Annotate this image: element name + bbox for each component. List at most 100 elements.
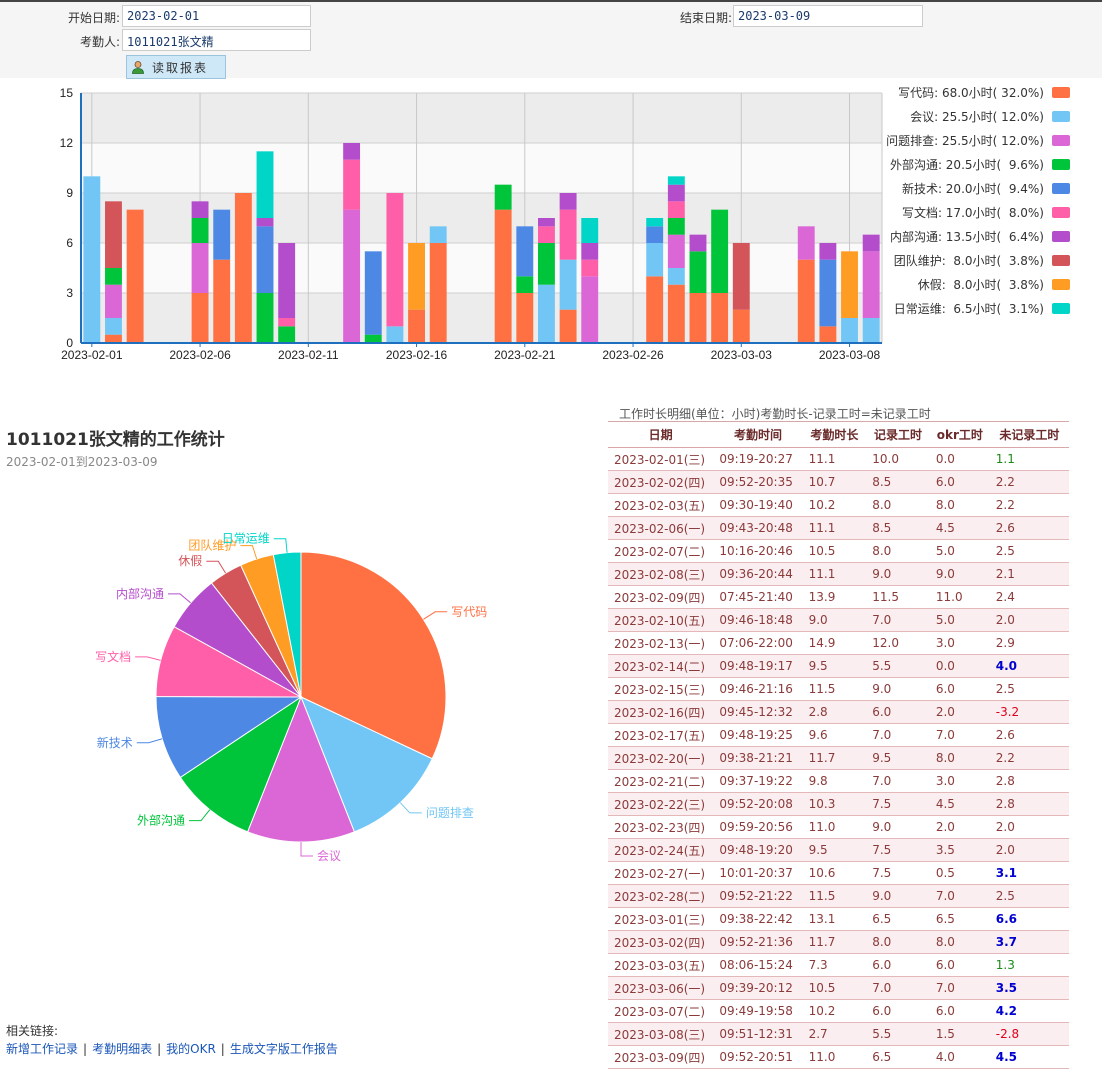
bar-segment [797, 226, 815, 260]
cell-okr-hours: 0.0 [929, 447, 990, 471]
cell-att-hours: 2.8 [802, 700, 867, 724]
bar-segment [364, 251, 382, 335]
cell-att-time: 09:49-19:58 [713, 999, 803, 1023]
cell-att-hours: 11.1 [802, 447, 867, 471]
pie-label: 团队维护 [188, 538, 236, 553]
x-tick-label: 2023-02-06 [169, 348, 231, 362]
cell-rec-hours: 8.0 [866, 930, 930, 954]
table-row: 2023-02-15(三) 09:46-21:16 11.5 9.0 6.0 2.5 [608, 677, 1069, 701]
cell-okr-hours: 7.0 [929, 884, 990, 908]
grid-band [81, 143, 882, 193]
bar-segment [559, 209, 577, 260]
cell-att-time: 10:01-20:37 [713, 861, 803, 885]
table-row: 2023-03-03(五) 08:06-15:24 7.3 6.0 6.0 1.3 [608, 953, 1069, 977]
table-row: 2023-03-02(四) 09:52-21:36 11.7 8.0 8.0 3.7 [608, 930, 1069, 954]
legend-item: 会议: 25.5小时( 12.0%) [880, 104, 1100, 128]
cell-unrec-hours: 2.1 [989, 562, 1069, 586]
end-date-input[interactable]: 2023-03-09 [733, 5, 923, 27]
legend-item: 休假: 8.0小时( 3.8%) [880, 272, 1100, 296]
pie-title: 1011021张文精的工作统计 [6, 430, 225, 450]
bar-segment [538, 243, 555, 285]
bar-segment [667, 268, 685, 285]
bar-segment [191, 243, 209, 293]
cell-att-time: 09:36-20:44 [713, 562, 803, 586]
cell-rec-hours: 9.0 [866, 815, 930, 839]
table-row: 2023-03-07(二) 09:49-19:58 10.2 6.0 6.0 4.2 [608, 999, 1069, 1023]
cell-rec-hours: 7.0 [866, 976, 930, 1000]
pie-leader-line [206, 560, 227, 574]
end-date-label: 结束日期: [679, 11, 732, 25]
legend-label: 日常运维: 6.5小时( 3.1%) [893, 301, 1044, 316]
bar-segment [278, 318, 296, 327]
bar-segment [862, 234, 880, 252]
legend-label: 内部沟通: 13.5小时( 6.4%) [889, 229, 1044, 244]
cell-date: 2023-03-07(二) [608, 999, 714, 1023]
legend-label: 外部沟通: 20.5小时( 9.6%) [889, 157, 1044, 172]
link-my-okr[interactable]: 我的OKR [166, 1042, 216, 1056]
link-attendance-detail[interactable]: 考勤明细表 [92, 1042, 153, 1056]
bar-segment [538, 218, 555, 227]
cell-att-hours: 9.5 [802, 838, 867, 862]
cell-date: 2023-03-01(三) [608, 907, 714, 931]
pie-leader-line [136, 738, 163, 744]
bar-segment [364, 334, 382, 343]
cell-unrec-hours: 2.5 [989, 539, 1069, 563]
bar-segment [256, 218, 274, 227]
person-input[interactable]: 1011021张文精 [122, 29, 311, 51]
cell-rec-hours: 9.0 [866, 677, 930, 701]
cell-att-time: 09:30-19:40 [713, 493, 803, 517]
cell-rec-hours: 8.0 [866, 493, 930, 517]
link-add-work-record[interactable]: 新增工作记录 [6, 1042, 79, 1056]
table-row: 2023-02-02(四) 09:52-20:35 10.7 8.5 6.0 2.2 [608, 470, 1069, 494]
cell-att-time: 07:06-22:00 [713, 631, 803, 655]
cell-unrec-hours: 2.2 [989, 470, 1069, 494]
bar-segment [105, 201, 122, 268]
cell-att-hours: 11.1 [802, 562, 867, 586]
bar-segment [343, 159, 361, 210]
cell-att-time: 09:52-20:08 [713, 792, 803, 816]
link-text-report[interactable]: 生成文字版工作报告 [229, 1042, 338, 1056]
read-report-label: 读取报表 [152, 60, 209, 75]
cell-date: 2023-03-06(一) [608, 976, 714, 1000]
read-report-button[interactable]: 读取报表 [126, 55, 226, 79]
legend-swatch [1052, 86, 1070, 98]
bar-segment [343, 143, 361, 160]
x-tick-label: 2023-02-01 [61, 348, 123, 362]
pie-slice [179, 695, 303, 833]
cell-date: 2023-03-03(五) [608, 953, 714, 977]
cell-att-time: 09:52-21:36 [713, 930, 803, 954]
cell-unrec-hours: 2.5 [989, 677, 1069, 701]
cell-rec-hours: 6.0 [866, 999, 930, 1023]
cell-okr-hours: 3.0 [929, 631, 990, 655]
bar-segment [408, 309, 425, 343]
cell-att-time: 09:52-20:35 [713, 470, 803, 494]
table-row: 2023-02-14(二) 09:48-19:17 9.5 5.5 0.0 4.0 [608, 654, 1069, 678]
cell-att-time: 09:52-21:22 [713, 884, 803, 908]
legend-swatch [1052, 134, 1070, 146]
cell-okr-hours: 5.0 [929, 608, 990, 632]
legend-swatch [1052, 182, 1070, 194]
bar-segment [213, 209, 231, 260]
cell-rec-hours: 9.0 [866, 884, 930, 908]
bar-segment [646, 276, 664, 343]
cell-att-time: 07:45-21:40 [713, 585, 803, 609]
table-row: 2023-02-16(四) 09:45-12:32 2.8 6.0 2.0 -3.2 [608, 700, 1069, 724]
col-okr-hours: okr工时 [929, 421, 990, 448]
bar-segment [862, 318, 880, 343]
cell-okr-hours: 0.5 [929, 861, 990, 885]
cell-rec-hours: 12.0 [866, 631, 930, 655]
x-tick-label: 2023-02-16 [386, 348, 448, 362]
cell-okr-hours: 2.0 [929, 700, 990, 724]
start-date-input[interactable]: 2023-02-01 [122, 5, 311, 27]
legend-item: 内部沟通: 13.5小时( 6.4%) [880, 224, 1100, 248]
cell-okr-hours: 8.0 [929, 746, 990, 770]
cell-att-hours: 10.2 [802, 999, 867, 1023]
x-tick-label: 2023-02-11 [278, 348, 339, 362]
cell-att-hours: 2.7 [802, 1022, 867, 1046]
table-row: 2023-03-01(三) 09:38-22:42 13.1 6.5 6.5 6.6 [608, 907, 1069, 931]
cell-okr-hours: 5.0 [929, 539, 990, 563]
legend-item: 写文档: 17.0小时( 8.0%) [880, 200, 1100, 224]
table-row: 2023-02-27(一) 10:01-20:37 10.6 7.5 0.5 3.1 [608, 861, 1069, 885]
bar-segment [538, 284, 555, 343]
